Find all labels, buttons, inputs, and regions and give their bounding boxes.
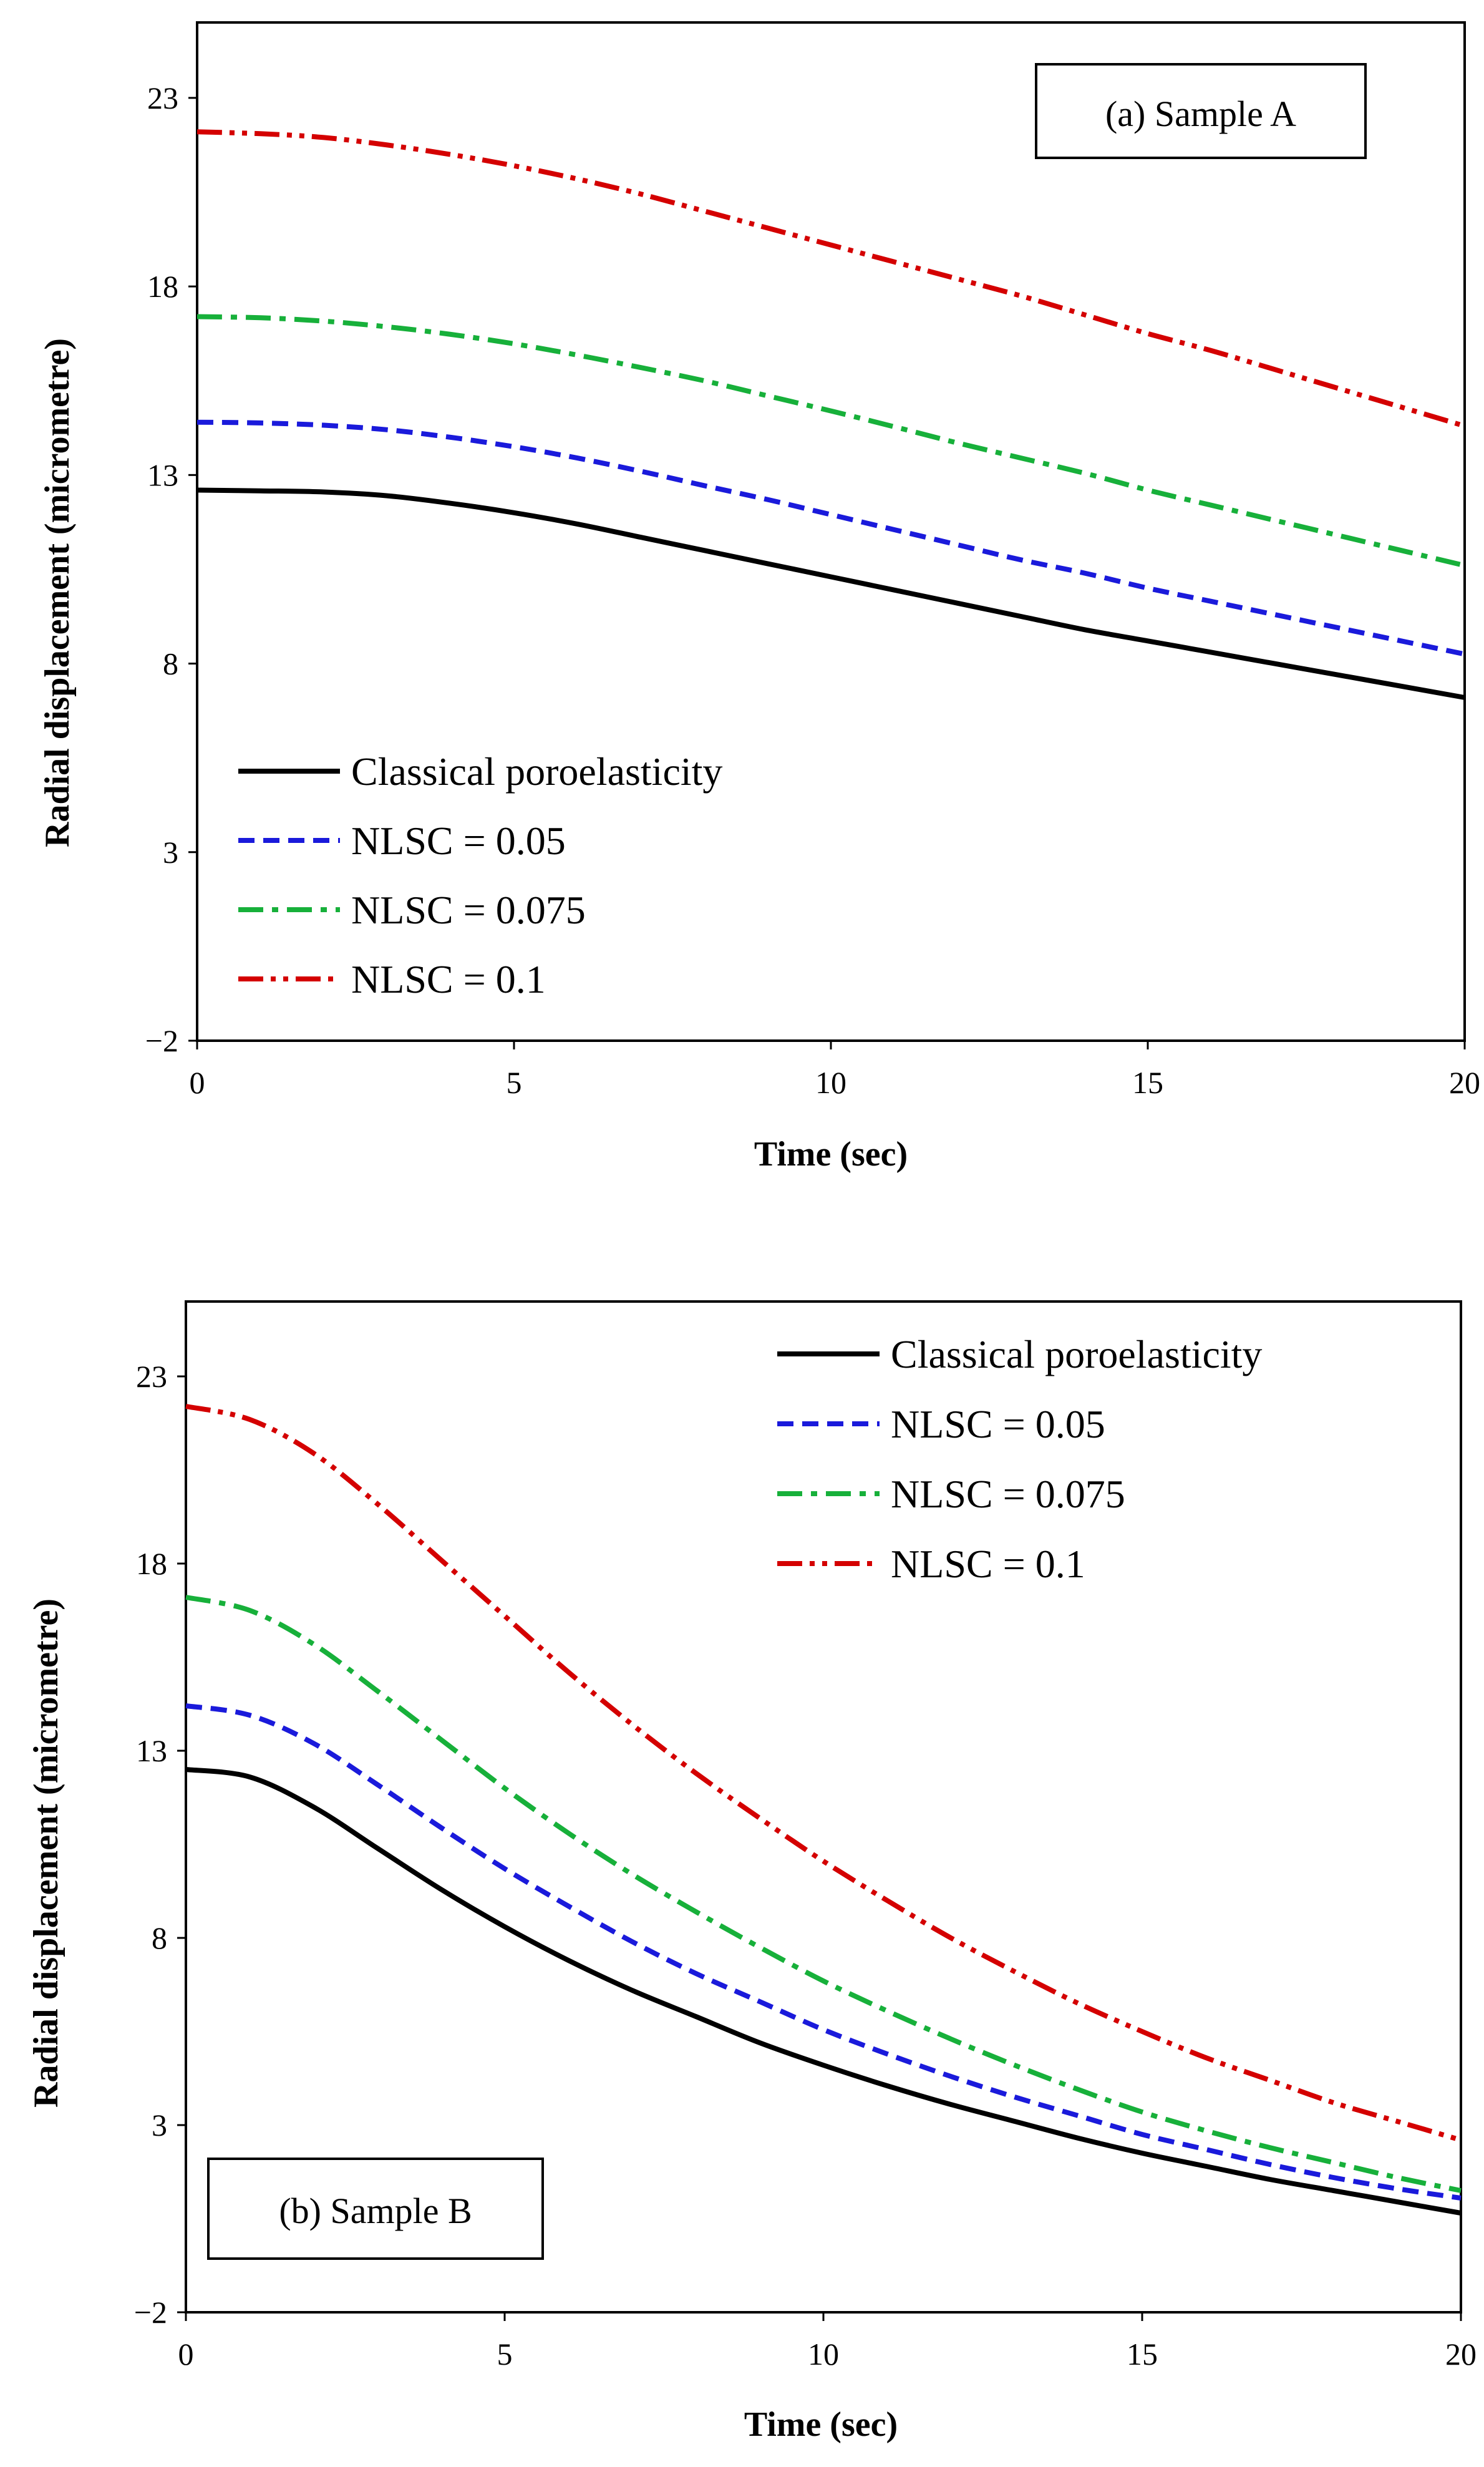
panel-b-legend-label-nlsc-01: NLSC = 0.1 xyxy=(891,1542,1085,1586)
panel-b-series-nlsc-0075-line xyxy=(185,1595,1462,2193)
panel-b-y-tick-label: −2 xyxy=(134,2295,167,2330)
panel-a-legend-label-nlsc-005: NLSC = 0.05 xyxy=(351,819,566,863)
panel-a-y-tick-label: 13 xyxy=(147,457,178,492)
panel-a-plot-area xyxy=(196,21,1466,1042)
panel-b-x-tick-label: 10 xyxy=(808,2337,839,2372)
panel-b-legend-label-nlsc-005: NLSC = 0.05 xyxy=(891,1402,1105,1446)
panel-b-label-box: (b) Sample B xyxy=(207,2158,544,2260)
panel-a-legend-label-classical: Classical poroelasticity xyxy=(351,749,722,794)
panel-a-x-tick-label: 0 xyxy=(190,1065,205,1100)
panel-a-series-nlsc-01-line xyxy=(196,129,1466,429)
panel-b-y-tick-label: 3 xyxy=(152,2108,167,2143)
panel-a-x-tick-label: 5 xyxy=(507,1065,522,1100)
panel-b-series-classical-line xyxy=(185,1767,1462,2216)
panel-a-y-tick-label: 23 xyxy=(147,80,178,115)
panel-b-y-tick-label: 13 xyxy=(136,1733,167,1768)
panel-b-legend-label-classical: Classical poroelasticity xyxy=(891,1332,1262,1376)
panel-a-x-axis-title: Time (sec) xyxy=(754,1135,908,1174)
panel-a-marks: 0 5 10 15 20 −2 3 8 13 18 23 xyxy=(145,80,1480,1100)
panel-b-x-tick-label: 15 xyxy=(1127,2337,1158,2372)
panel-b-y-tick-label: 8 xyxy=(152,1920,167,1955)
panel-a: 0 5 10 15 20 −2 3 8 13 18 23 Radial displacement (… xyxy=(38,21,1480,1174)
panel-a-x-tick-label: 10 xyxy=(815,1065,846,1100)
panel-b-x-tick-label: 5 xyxy=(497,2337,513,2372)
panel-b-y-tick-label: 23 xyxy=(136,1359,167,1394)
panel-b-x-tick-label: 20 xyxy=(1445,2337,1477,2372)
panel-b-y-tick-label: 18 xyxy=(136,1546,167,1581)
panel-a-x-tick-label: 15 xyxy=(1132,1065,1163,1100)
panel-a-series-nlsc-005-line xyxy=(196,419,1465,657)
panel-a-legend-label-nlsc-01: NLSC = 0.1 xyxy=(351,957,546,1001)
panel-b-series-nlsc-01-line xyxy=(185,1404,1462,2143)
panel-a-label: (a) Sample A xyxy=(1105,94,1296,134)
panel-b-label: (b) Sample B xyxy=(279,2191,472,2231)
panel-b-series-nlsc-005-line xyxy=(185,1703,1462,2201)
panel-b-x-axis-title: Time (sec) xyxy=(744,2405,898,2444)
panel-a-series-classical-line xyxy=(196,487,1465,700)
panel-a-y-tick-label: −2 xyxy=(145,1023,178,1058)
panel-a-x-tick-label: 20 xyxy=(1449,1065,1480,1100)
panel-b-legend-label-nlsc-0075: NLSC = 0.075 xyxy=(891,1472,1125,1516)
panel-a-y-tick-label: 8 xyxy=(163,646,178,681)
panel-a-series-nlsc-0075-line xyxy=(196,314,1465,568)
panel-b-legend: Classical poroelasticity NLSC = 0.05 NLS… xyxy=(777,1332,1262,1586)
panel-b: 0 5 10 15 20 −2 3 8 13 18 23 Radial displacement (… xyxy=(27,1300,1477,2444)
panel-a-y-tick-label: 18 xyxy=(147,269,178,304)
panel-a-legend-label-nlsc-0075: NLSC = 0.075 xyxy=(351,888,586,932)
panel-b-plot-area xyxy=(185,1300,1462,2314)
panel-a-legend: Classical poroelasticity NLSC = 0.05 NLS… xyxy=(238,749,722,1001)
panel-b-y-axis-title: Radial displacement (micrometre) xyxy=(27,1598,65,2108)
panel-b-x-tick-label: 0 xyxy=(178,2337,194,2372)
panel-a-y-axis-title: Radial displacement (micrometre) xyxy=(38,338,77,847)
panel-b-marks: 0 5 10 15 20 −2 3 8 13 18 23 xyxy=(134,1359,1477,2372)
panel-a-label-box: (a) Sample A xyxy=(1035,63,1367,159)
panel-a-y-tick-label: 3 xyxy=(163,835,178,870)
